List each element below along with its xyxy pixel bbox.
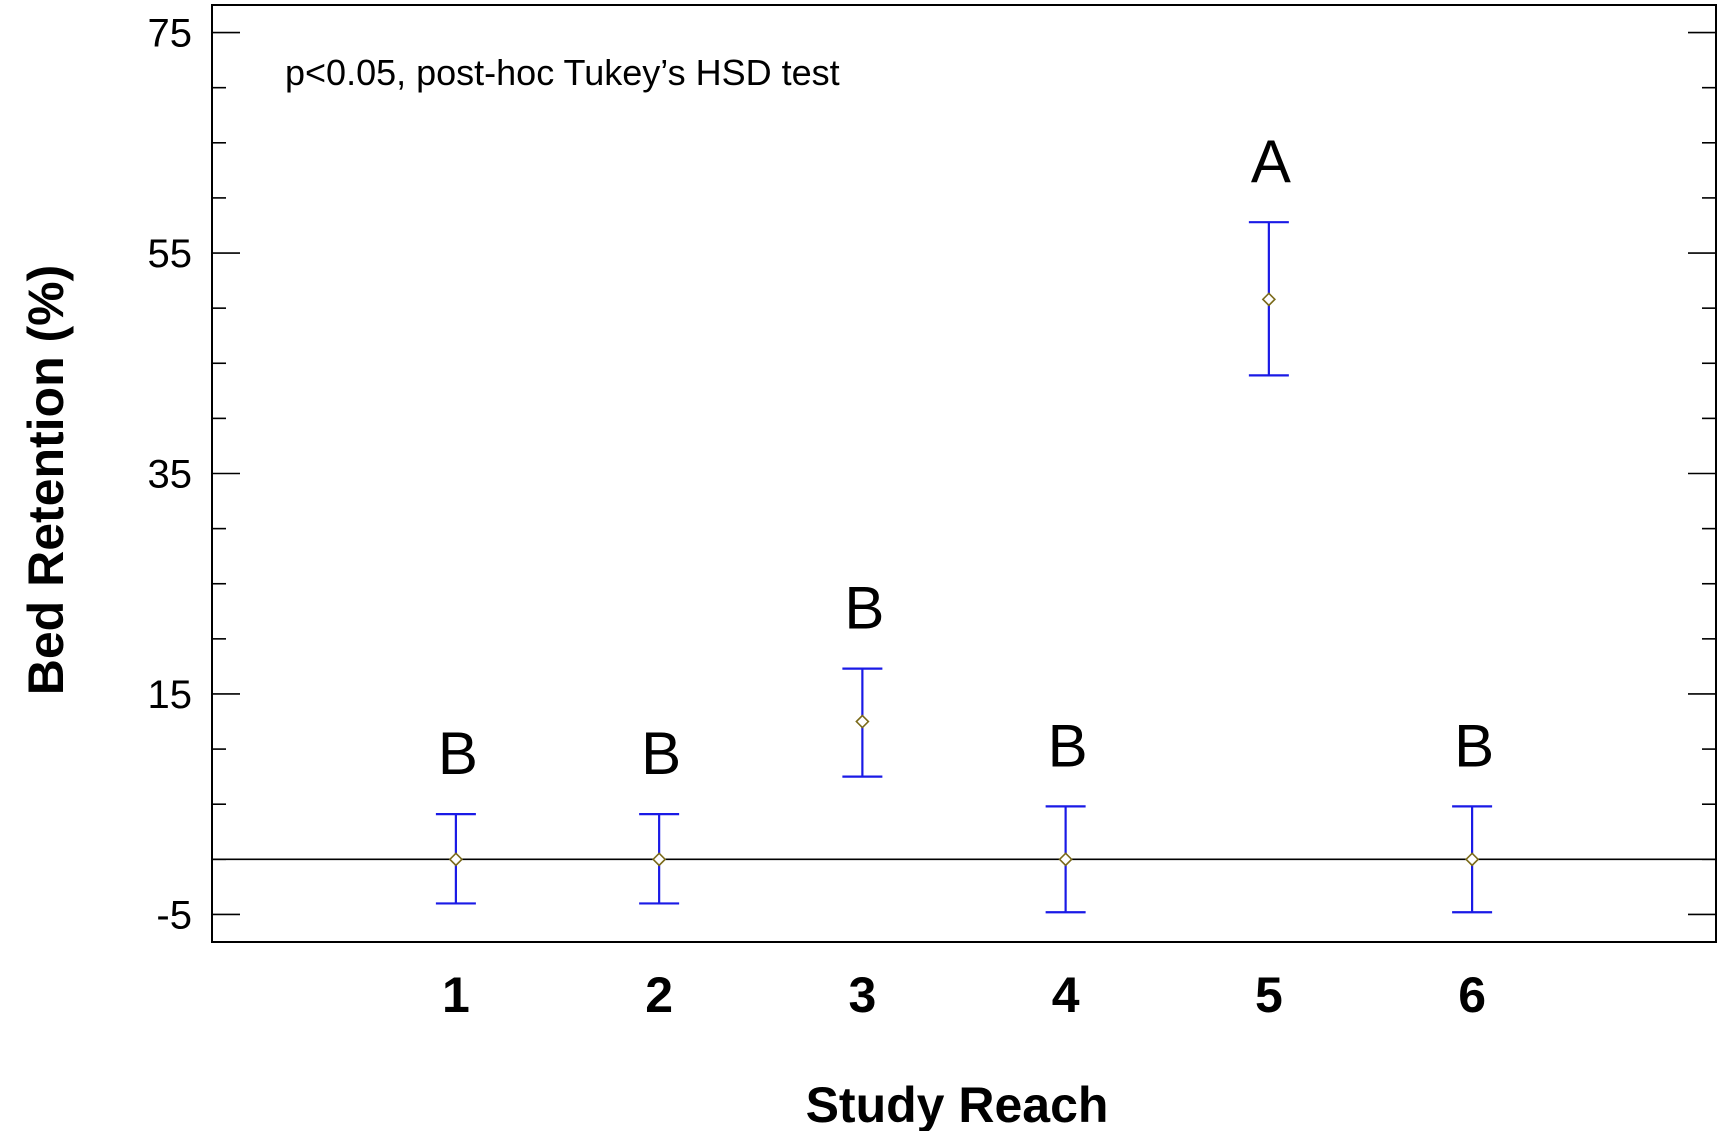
axes: [211, 4, 1717, 943]
y-tick-label: 75: [148, 12, 193, 56]
mean-marker: [1464, 852, 1480, 867]
group-letter: B: [438, 720, 478, 787]
group-letter: B: [1454, 712, 1494, 779]
mean-marker: [448, 852, 464, 867]
errorbar-reach-5: [1248, 221, 1289, 377]
y-ticks: -5 15 35 55 75: [148, 12, 1716, 937]
errorbar-reach-6: [1452, 805, 1493, 914]
x-tick-label: 6: [1458, 967, 1486, 1023]
y-tick-label: -5: [156, 893, 192, 937]
group-letter: A: [1251, 128, 1291, 195]
x-tick-label: 4: [1052, 967, 1080, 1023]
errorbar-reach-1: [435, 813, 476, 905]
x-tick-label: 1: [442, 967, 470, 1023]
errorbar-reach-3: [842, 667, 883, 778]
mean-marker: [1261, 292, 1276, 307]
x-tick-labels: 1 2 3 4 5 6: [442, 967, 1486, 1023]
y-tick-label: 55: [148, 232, 193, 276]
data-marks: [435, 221, 1493, 914]
mean-marker: [1058, 852, 1073, 867]
significance-annotation: p<0.05, post-hoc Tukey’s HSD test: [285, 52, 840, 93]
errorbar-reach-4: [1045, 805, 1086, 914]
group-letter: B: [1048, 712, 1088, 779]
mean-marker: [652, 852, 667, 867]
x-axis-title: Study Reach: [806, 1077, 1109, 1131]
group-letter: B: [844, 575, 884, 642]
x-tick-label: 3: [848, 967, 876, 1023]
mean-marker: [855, 714, 870, 729]
errorbar-reach-2: [639, 813, 680, 905]
group-letters: B B B B A B: [438, 128, 1494, 787]
x-tick-label: 5: [1255, 967, 1283, 1023]
x-tick-label: 2: [645, 967, 673, 1023]
y-tick-label: 35: [148, 453, 193, 497]
group-letter: B: [641, 720, 681, 787]
y-axis-title: Bed Retention (%): [18, 265, 74, 696]
plot-frame: [211, 4, 1717, 943]
y-tick-label: 15: [148, 673, 193, 717]
